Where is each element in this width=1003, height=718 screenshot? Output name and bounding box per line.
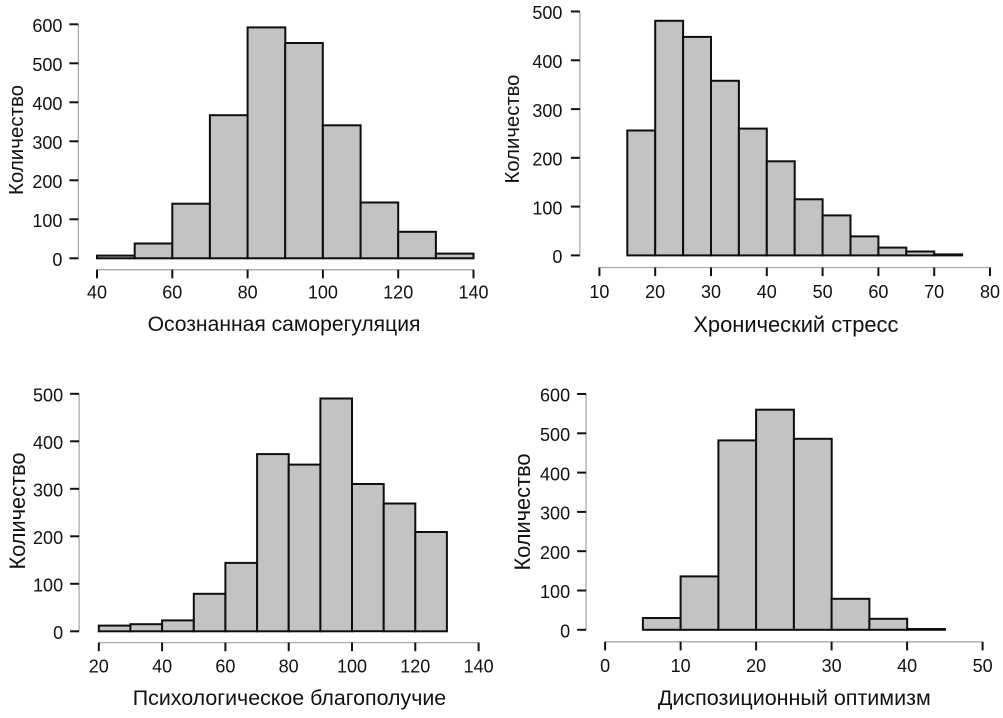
svg-text:200: 200: [32, 172, 62, 192]
svg-text:100: 100: [540, 582, 570, 602]
svg-text:Количество: Количество: [502, 75, 524, 184]
svg-text:600: 600: [540, 386, 570, 406]
svg-text:60: 60: [162, 283, 182, 303]
svg-text:10: 10: [671, 656, 691, 676]
svg-text:Осознанная саморегуляция: Осознанная саморегуляция: [148, 313, 421, 336]
svg-text:0: 0: [53, 623, 63, 643]
svg-text:10: 10: [589, 282, 609, 302]
svg-text:100: 100: [532, 198, 562, 218]
svg-text:50: 50: [813, 282, 833, 302]
svg-text:40: 40: [897, 656, 917, 676]
svg-text:60: 60: [215, 656, 235, 676]
svg-text:600: 600: [32, 16, 62, 36]
svg-text:80: 80: [980, 282, 1000, 302]
svg-text:40: 40: [87, 283, 107, 303]
svg-text:300: 300: [540, 504, 570, 524]
svg-text:40: 40: [152, 656, 172, 676]
svg-text:40: 40: [757, 282, 777, 302]
svg-text:100: 100: [308, 283, 338, 303]
svg-text:300: 300: [33, 481, 63, 501]
svg-text:60: 60: [868, 282, 888, 302]
svg-text:30: 30: [822, 656, 842, 676]
svg-text:500: 500: [540, 425, 570, 445]
svg-text:20: 20: [645, 282, 665, 302]
svg-text:Количество: Количество: [5, 85, 28, 195]
svg-text:500: 500: [532, 3, 562, 23]
svg-text:0: 0: [52, 250, 62, 270]
svg-text:70: 70: [924, 282, 944, 302]
svg-text:400: 400: [540, 464, 570, 484]
svg-text:30: 30: [701, 282, 721, 302]
svg-text:20: 20: [89, 656, 109, 676]
svg-text:0: 0: [552, 247, 562, 267]
svg-text:120: 120: [383, 283, 413, 303]
svg-text:Количество: Количество: [5, 452, 30, 569]
svg-text:20: 20: [746, 656, 766, 676]
svg-text:200: 200: [33, 528, 63, 548]
svg-text:0: 0: [560, 622, 570, 642]
svg-text:400: 400: [32, 94, 62, 114]
svg-text:Психологическое благополучие: Психологическое благополучие: [133, 686, 446, 710]
svg-text:140: 140: [458, 283, 488, 303]
svg-text:500: 500: [32, 55, 62, 75]
svg-text:50: 50: [973, 656, 993, 676]
svg-text:120: 120: [400, 656, 430, 676]
svg-text:80: 80: [238, 283, 258, 303]
svg-text:0: 0: [600, 656, 610, 676]
svg-text:Диспозиционный оптимизм: Диспозиционный оптимизм: [658, 686, 931, 710]
svg-text:Количество: Количество: [510, 453, 535, 570]
svg-text:200: 200: [532, 150, 562, 170]
svg-text:Хронический стресс: Хронический стресс: [693, 312, 898, 337]
svg-text:100: 100: [337, 656, 367, 676]
svg-text:300: 300: [532, 101, 562, 121]
svg-text:400: 400: [532, 52, 562, 72]
svg-text:400: 400: [33, 433, 63, 453]
svg-text:140: 140: [464, 656, 494, 676]
svg-text:100: 100: [32, 211, 62, 231]
svg-text:200: 200: [540, 543, 570, 563]
svg-text:300: 300: [32, 133, 62, 153]
svg-text:500: 500: [33, 386, 63, 406]
svg-text:80: 80: [279, 656, 299, 676]
svg-text:100: 100: [33, 576, 63, 596]
